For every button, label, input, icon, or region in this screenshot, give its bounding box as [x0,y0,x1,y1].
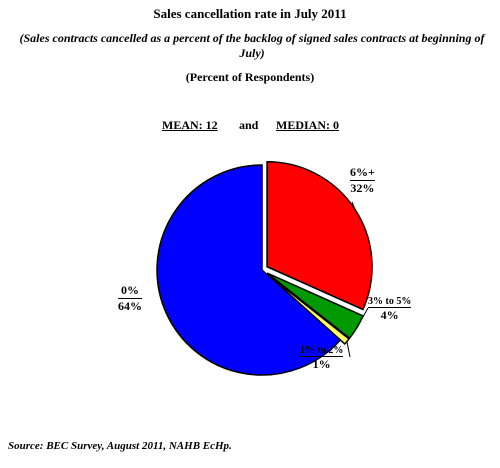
slice-label-3-5pct: 3% to 5% 4% [368,296,412,323]
value-label: 32% [350,181,375,195]
category-label: 6%+ [350,165,375,181]
slice-label-6plus: 6%+ 32% [350,165,375,196]
leader-line-1-2pct [346,341,351,358]
median-stat: MEDIAN: 0 [276,118,339,132]
chart-subtitle: (Sales contracts cancelled as a percent … [19,31,485,60]
value-label: 64% [118,299,142,313]
chart-title: Sales cancellation rate in July 2011 [153,6,347,21]
category-label: 0% [118,283,142,299]
leader-line-6plus [351,201,356,210]
slice-1-2pct [266,273,351,346]
mean-stat: MEAN: 12 [162,118,218,132]
category-label: 1% to 2% [300,345,344,357]
slice-6plus [266,160,373,311]
value-label: 1% [312,357,331,371]
leader-line-3-5pct [356,307,369,328]
source-note: Source: BEC Survey, August 2011, NAHB Ec… [8,440,232,452]
value-label: 4% [380,308,399,322]
category-label: 3% to 5% [368,296,412,308]
chart-units: (Percent of Respondents) [185,70,315,84]
slice-label-1-2pct: 1% to 2% 1% [300,345,344,372]
and-text: and [239,118,259,132]
slice-0pct [156,164,342,376]
slice-label-0pct: 0% 64% [118,283,142,314]
